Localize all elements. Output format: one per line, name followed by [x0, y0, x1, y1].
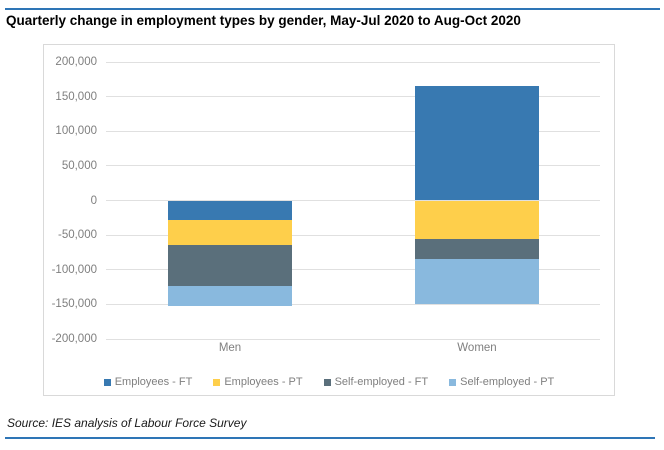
gridline [106, 130, 600, 132]
gridline [106, 96, 600, 98]
gridline [106, 165, 600, 167]
bar-segment-men-employees-ft [168, 200, 292, 220]
y-axis-tick-label: -150,000 [51, 298, 97, 311]
bar-segment-women-employees-ft [415, 86, 539, 201]
legend-swatch-icon [103, 378, 111, 386]
bar-segment-men-employees-pt [168, 219, 292, 245]
legend-swatch-icon [449, 378, 457, 386]
source-note: Source: IES analysis of Labour Force Sur… [7, 416, 247, 430]
gridline [106, 234, 600, 236]
legend-label: Self-employed - FT [334, 376, 429, 388]
chart-frame: 200,000 150,000 100,000 50,000 0 -50,000 -100,… [43, 44, 615, 396]
legend-label: Employees - FT [114, 376, 193, 388]
gridline [106, 200, 600, 201]
legend-label: Self-employed - PT [460, 376, 555, 388]
gridline [106, 338, 600, 340]
legend-label: Employees - PT [224, 376, 303, 388]
bottom-divider [5, 437, 655, 439]
gridline [106, 269, 600, 271]
y-axis-tick-label: -200,000 [51, 333, 97, 345]
bar-segment-men-self-employed-pt [168, 285, 292, 307]
x-axis-label-women: Women [457, 342, 497, 354]
gridline [106, 303, 600, 305]
bar-segment-women-self-employed-ft [415, 239, 539, 260]
y-axis-tick-label: 200,000 [55, 56, 97, 68]
plot-area [106, 61, 600, 340]
chart-title: Quarterly change in employment types by … [6, 13, 521, 28]
legend-item: Self-employed - FT [323, 376, 429, 388]
gridline [106, 61, 600, 63]
legend-item: Employees - FT [103, 376, 193, 388]
legend-item: Employees - PT [213, 376, 303, 388]
bar-segment-men-self-employed-ft [168, 244, 292, 286]
bar-segment-women-self-employed-pt [415, 259, 539, 304]
legend-swatch-icon [213, 378, 221, 386]
y-axis-tick-label: -100,000 [51, 263, 97, 276]
y-axis-tick-label: 0 [90, 194, 97, 207]
x-axis-label-men: Men [218, 342, 242, 354]
y-axis-tick-label: -50,000 [57, 229, 97, 242]
legend-item: Self-employed - PT [449, 376, 554, 388]
legend: Employees - FT Employees - PT Self-employe… [44, 374, 614, 390]
bar-segment-women-employees-pt [415, 200, 539, 240]
y-axis-tick-label: 100,000 [55, 125, 97, 138]
top-divider [5, 8, 660, 10]
legend-swatch-icon [323, 378, 331, 386]
y-axis-tick-label: 150,000 [55, 90, 97, 103]
y-axis-tick-label: 50,000 [61, 159, 97, 172]
